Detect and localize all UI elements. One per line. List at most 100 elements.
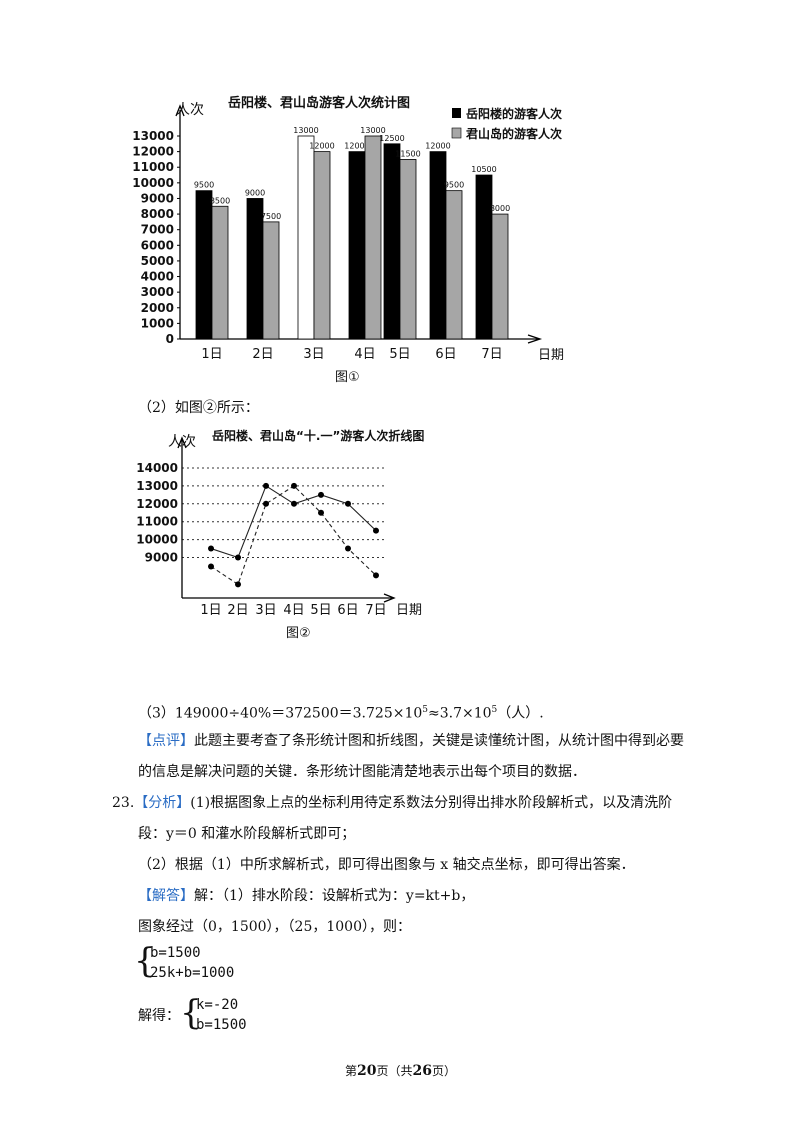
y-tick-label: 4000 bbox=[141, 270, 174, 284]
x-tick-label: 5日 bbox=[310, 603, 331, 618]
legend-label-junshan: 君山岛的游客人次 bbox=[465, 126, 562, 141]
y-tick-label: 9000 bbox=[145, 551, 178, 565]
footer-prefix: 第 bbox=[345, 1064, 358, 1078]
solution-k: k=-20 bbox=[196, 997, 239, 1013]
analysis-text-1: (1)根据图象上点的坐标利用待定系数法分别得出排水阶段解析式，以及清洗阶 bbox=[190, 795, 673, 811]
exponent-1: 5 bbox=[422, 705, 428, 715]
y-tick-label: 13000 bbox=[132, 129, 174, 143]
x-tick-label: 5日 bbox=[389, 347, 410, 362]
y-tick-label: 8000 bbox=[141, 207, 174, 221]
line-chart-plot: 9000 10000 11000 12000 13000 14000 1日 2日 3日 4日 5日 6… bbox=[136, 436, 396, 618]
x-tick-label: 4日 bbox=[283, 603, 304, 618]
bar bbox=[262, 221, 280, 340]
bar-data-label: 9000 bbox=[245, 188, 265, 197]
footer-page-number: 20 bbox=[357, 1063, 377, 1079]
data-point bbox=[373, 572, 379, 579]
bar bbox=[195, 190, 213, 340]
exponent-2: 5 bbox=[491, 705, 498, 715]
bar-chart-plot: 0100020003000400050006000700080009000100… bbox=[132, 104, 543, 362]
legend-swatch-junshan bbox=[451, 127, 462, 139]
data-point bbox=[345, 545, 351, 552]
y-tick-label: 5000 bbox=[141, 254, 174, 268]
bar-chart-y-arrow bbox=[175, 104, 185, 117]
analysis-tag: 【分析】 bbox=[134, 795, 191, 811]
data-point bbox=[318, 509, 324, 516]
review-text-1: 此题主要考查了条形统计图和折线图，关键是读懂统计图，从统计图中得到必要 bbox=[194, 733, 684, 749]
bar-chart-xlabel: 日期 bbox=[538, 348, 564, 363]
line-chart-xlabel: 日期 bbox=[396, 603, 422, 618]
answer-line-1: 【解答】解：（1）排水阶段：设解析式为：y=kt+b， bbox=[138, 886, 474, 906]
series-line-dashed bbox=[210, 485, 377, 586]
answer-line-2: 图象经过（0，1500），（25，1000），则： bbox=[138, 919, 411, 935]
bar-data-label: 13000 bbox=[360, 126, 385, 135]
data-point bbox=[208, 545, 214, 552]
data-point bbox=[263, 500, 269, 507]
bar-data-label: 13000 bbox=[293, 126, 318, 135]
bar bbox=[445, 190, 463, 340]
data-point bbox=[318, 491, 324, 498]
footer-suffix: 页） bbox=[432, 1064, 457, 1078]
x-tick-label: 2日 bbox=[252, 347, 273, 362]
bar-data-label: 8000 bbox=[490, 204, 510, 213]
y-tick-label: 12000 bbox=[136, 497, 178, 511]
bar bbox=[211, 205, 229, 340]
solve-label: 解得： bbox=[138, 1008, 180, 1024]
x-tick-label: 1日 bbox=[201, 347, 222, 362]
y-tick-label: 11000 bbox=[132, 160, 174, 174]
line-chart-y-arrow bbox=[177, 436, 187, 449]
line-chart: 9000 10000 11000 12000 13000 14000 1日 2日 3日 4日 5日 6… bbox=[136, 428, 424, 618]
data-point bbox=[235, 581, 241, 588]
x-tick-label: 2日 bbox=[227, 603, 248, 618]
legend-label-yueyang: 岳阳楼的游客人次 bbox=[466, 106, 562, 121]
figure-2-caption: 图② bbox=[286, 626, 311, 641]
data-point bbox=[291, 500, 297, 507]
bar bbox=[475, 174, 493, 340]
x-tick-label: 7日 bbox=[365, 603, 386, 618]
figure-1-caption: 图① bbox=[335, 370, 360, 385]
review-line-2: 的信息是解决问题的关键．条形统计图能清楚地表示出每个项目的数据． bbox=[138, 764, 586, 780]
analysis-line-2: 段：y＝0 和灌水阶段解析式即可； bbox=[138, 826, 356, 842]
part-2-text: （2）如图②所示： bbox=[138, 400, 259, 416]
footer-middle: 页（共 bbox=[376, 1064, 413, 1078]
bar-data-label: 12000 bbox=[309, 142, 334, 151]
bar-data-label: 9500 bbox=[194, 181, 214, 190]
bar bbox=[491, 213, 509, 340]
answer-text-1: 解：（1）排水阶段：设解析式为：y=kt+b， bbox=[194, 888, 475, 904]
equation-brace-2: { bbox=[180, 993, 202, 1033]
y-tick-label: 10000 bbox=[136, 533, 178, 547]
data-point bbox=[263, 482, 269, 489]
line-chart-title: 岳阳楼、君山岛“十.一”游客人次折线图 bbox=[212, 428, 424, 443]
review-line-1: 【点评】此题主要考查了条形统计图和折线图，关键是读懂统计图，从统计图中得到必要 bbox=[138, 731, 684, 751]
x-tick-label: 7日 bbox=[481, 347, 502, 362]
bar-data-label: 12000 bbox=[425, 142, 450, 151]
analysis-line-3: （2）根据（1）中所求解析式，即可得出图象与 x 轴交点坐标，即可得出答案． bbox=[138, 857, 635, 873]
y-tick-label: 7000 bbox=[141, 223, 174, 237]
bar bbox=[297, 135, 315, 340]
y-tick-label: 13000 bbox=[136, 479, 178, 493]
data-point bbox=[345, 500, 351, 507]
bar-data-label: 10500 bbox=[471, 165, 496, 174]
equation-1a: b=1500 bbox=[150, 945, 201, 961]
y-tick-label: 11000 bbox=[136, 515, 178, 529]
bar-chart-x-arrow bbox=[527, 334, 543, 344]
data-point bbox=[373, 527, 379, 534]
y-tick-label: 2000 bbox=[141, 301, 174, 315]
bar bbox=[364, 135, 382, 340]
part-3-a: （3）149000÷40%＝372500＝3.725×10 bbox=[138, 705, 423, 722]
part-3-c: （人）. bbox=[497, 705, 544, 722]
bar-data-label: 9500 bbox=[444, 181, 464, 190]
solution-b: b=1500 bbox=[196, 1017, 247, 1033]
answer-tag: 【解答】 bbox=[138, 888, 194, 904]
y-tick-label: 9000 bbox=[141, 191, 174, 205]
y-tick-label: 0 bbox=[166, 332, 174, 346]
part-3-calculation: （3）149000÷40%＝372500＝3.725×105≈3.7×105（人… bbox=[138, 700, 544, 724]
bar-data-label: 12000 bbox=[344, 142, 369, 151]
y-tick-label: 6000 bbox=[141, 238, 174, 252]
x-tick-label: 4日 bbox=[354, 347, 375, 362]
bar-data-label: 11500 bbox=[395, 149, 420, 158]
y-tick-label: 10000 bbox=[132, 176, 174, 190]
legend-swatch-yueyang bbox=[452, 108, 461, 118]
x-tick-label: 6日 bbox=[435, 347, 456, 362]
equation-1b: 25k+b=1000 bbox=[150, 965, 235, 981]
y-tick-label: 14000 bbox=[136, 461, 178, 475]
